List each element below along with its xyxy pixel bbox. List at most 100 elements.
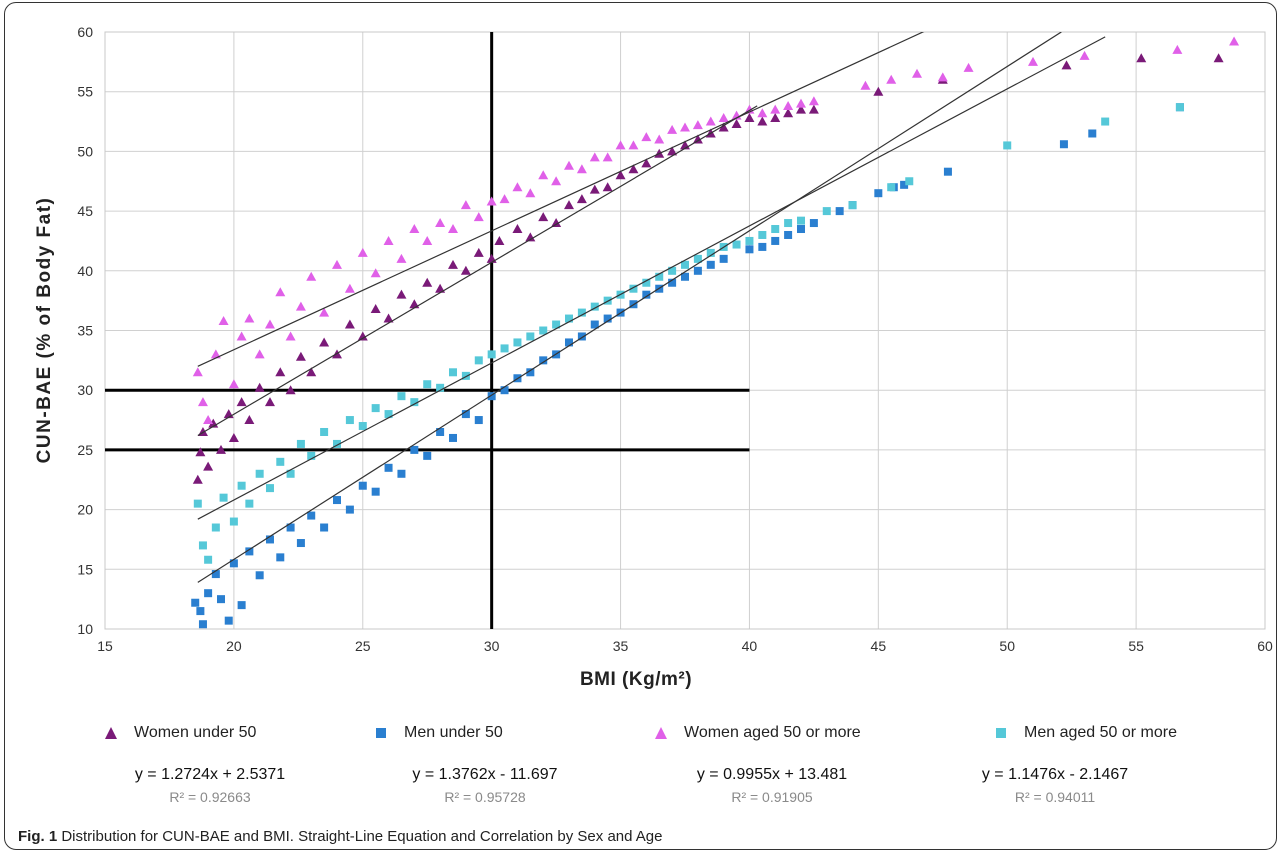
equation-women-under-50: y = 1.2724x + 2.5371 [134, 766, 286, 783]
trend-line [197, 32, 1062, 583]
data-point [409, 224, 420, 234]
data-point [344, 319, 355, 329]
data-point [590, 302, 599, 311]
x-tick-label: 55 [1128, 638, 1144, 654]
x-tick-label: 15 [97, 638, 113, 654]
data-point [629, 284, 638, 293]
legend-label: Women under 50 [134, 724, 257, 741]
data-point [344, 283, 355, 293]
data-point [436, 383, 445, 392]
data-point [848, 201, 857, 210]
data-point [809, 219, 818, 228]
data-point [319, 337, 330, 347]
legend-label: Men aged 50 or more [1024, 724, 1177, 741]
data-point [198, 620, 207, 629]
data-point [193, 499, 202, 508]
data-point [320, 523, 329, 532]
x-tick-label: 30 [484, 638, 500, 654]
data-point [237, 601, 246, 610]
legend-item-men-under-50: Men under 50 [370, 724, 503, 742]
x-tick-label: 35 [613, 638, 629, 654]
data-point [887, 183, 896, 192]
data-point [602, 152, 613, 162]
data-point [236, 331, 247, 341]
data-point [654, 134, 665, 144]
y-tick-label: 25 [77, 442, 93, 458]
data-point [526, 368, 535, 377]
data-point [808, 104, 819, 114]
data-point [397, 469, 406, 478]
data-point [422, 235, 433, 245]
data-point [706, 260, 715, 269]
data-point [306, 271, 317, 281]
data-point [296, 539, 305, 548]
data-point [276, 457, 285, 466]
data-point [192, 367, 203, 377]
data-point [265, 484, 274, 493]
data-point [449, 368, 457, 377]
data-point [448, 224, 458, 234]
data-point [370, 304, 381, 314]
data-point [745, 236, 754, 245]
data-point [1059, 140, 1068, 149]
data-point [286, 469, 295, 478]
data-point [204, 555, 213, 564]
x-tick-label: 50 [999, 638, 1015, 654]
data-point [474, 356, 483, 365]
x-tick-label: 60 [1257, 638, 1273, 654]
data-point [192, 474, 203, 484]
data-point [1213, 53, 1224, 63]
data-point [565, 314, 573, 323]
y-tick-label: 30 [77, 382, 93, 398]
data-point [460, 265, 471, 275]
legend-item-women-under-50: Women under 50 [100, 724, 256, 742]
data-point [383, 313, 394, 323]
data-point [211, 523, 220, 532]
data-point [422, 277, 433, 287]
r2-men-under-50: R² = 0.95728 [444, 789, 526, 805]
data-point [564, 160, 574, 170]
equation-women-50-plus: y = 0.9955x + 13.481 [696, 766, 848, 783]
y-tick-label: 15 [77, 561, 93, 577]
r2-women-50-plus: R² = 0.91905 [731, 789, 813, 805]
data-point [758, 230, 767, 239]
data-point [628, 164, 639, 174]
data-point [435, 283, 446, 293]
data-point [195, 447, 206, 457]
data-point [410, 445, 419, 454]
data-point [745, 245, 754, 254]
data-point [564, 200, 574, 210]
data-point [285, 385, 296, 395]
data-point [526, 332, 535, 341]
data-point [732, 240, 741, 249]
data-point [486, 253, 497, 263]
data-point [460, 200, 471, 210]
data-point [552, 320, 561, 329]
data-point [255, 571, 264, 580]
data-point [286, 523, 295, 532]
y-tick-label: 45 [77, 203, 93, 219]
data-point [191, 598, 200, 607]
data-point [236, 397, 247, 407]
data-point [539, 356, 548, 365]
x-tick-label: 40 [742, 638, 758, 654]
grid-lines [104, 31, 1266, 630]
data-point [487, 350, 496, 359]
data-point [296, 439, 305, 448]
x-tick-label: 45 [871, 638, 887, 654]
data-point [254, 349, 265, 359]
data-point [474, 416, 483, 425]
data-point [494, 235, 505, 245]
x-tick-label: 25 [355, 638, 371, 654]
data-point [210, 349, 221, 359]
data-point [1079, 50, 1090, 60]
data-point [681, 260, 689, 269]
data-point [590, 320, 599, 329]
data-point [461, 371, 470, 380]
data-point [473, 247, 484, 257]
data-point [435, 218, 446, 228]
data-point [615, 140, 626, 150]
data-point [276, 553, 285, 562]
data-point [577, 308, 586, 317]
